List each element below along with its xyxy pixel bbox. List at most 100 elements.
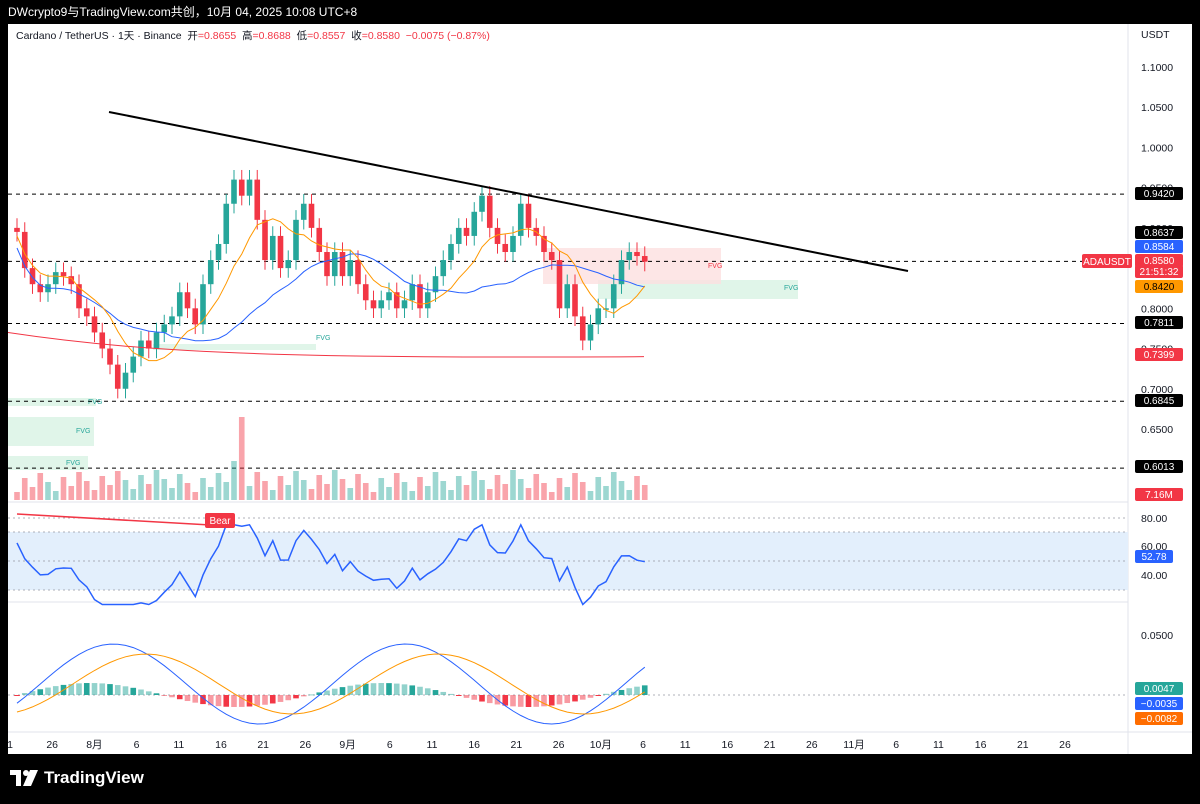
- price-tick: 1.0000: [1141, 142, 1173, 154]
- volume-bar: [331, 470, 338, 500]
- candle-body: [76, 284, 82, 309]
- candle-body: [355, 260, 361, 285]
- candle-body: [494, 227, 501, 244]
- fvg-label: FVG: [316, 335, 330, 342]
- volume-bar: [471, 471, 478, 500]
- candle-body: [68, 276, 75, 285]
- candle-body: [641, 256, 648, 262]
- rsi-divergence-line: [16, 513, 229, 527]
- time-axis-label: 1: [8, 739, 13, 751]
- candle-body: [525, 203, 532, 228]
- macd-value-text: −0.0035: [1141, 699, 1178, 710]
- price-tag: 21:51:32: [1135, 265, 1183, 278]
- macd-histogram-bar: [138, 689, 144, 695]
- volume-bar: [610, 472, 617, 500]
- candle-body: [269, 235, 276, 261]
- price-tag-bg: [1135, 254, 1183, 267]
- candle-body: [308, 203, 315, 228]
- candle-body: [370, 300, 377, 309]
- volume-bar: [316, 475, 323, 500]
- price-tag-bg: [1135, 348, 1183, 361]
- macd-histogram-bar: [200, 695, 206, 705]
- volume-bar: [579, 482, 586, 500]
- candle-body: [184, 292, 191, 309]
- high-value: =0.8688: [252, 30, 291, 42]
- macd-histogram-bar: [269, 695, 276, 704]
- macd-histogram-bar: [293, 695, 299, 699]
- candle-body: [455, 227, 462, 244]
- volume-bar: [417, 477, 423, 500]
- chart-attribution: DWcrypto9与TradingView.com共创，10月 04, 2025…: [8, 5, 358, 19]
- open-label: 开: [187, 30, 198, 42]
- volume-bar: [378, 478, 385, 500]
- candle-body: [502, 243, 509, 253]
- price-chart[interactable]: FVG FVG FVG FVG FVG FVG Bear USDT 1.1000 1.0500 1.…: [8, 24, 1192, 754]
- fvg-label: FVG: [708, 263, 722, 270]
- candle-body: [207, 260, 214, 285]
- volume-bar: [200, 478, 206, 500]
- macd-histogram-bar: [486, 695, 493, 704]
- candle-body: [130, 356, 137, 373]
- price-tag-bg: [1135, 280, 1183, 293]
- candle-body: [37, 284, 44, 293]
- candle-body: [223, 203, 230, 244]
- macd-histogram-bar: [300, 695, 307, 697]
- macd-histogram-bar: [386, 683, 392, 695]
- candle-body: [579, 316, 586, 341]
- volume-bar: [308, 489, 315, 500]
- low-label: 低: [296, 30, 308, 42]
- volume-bar: [572, 473, 578, 500]
- macd-histogram-bar: [339, 687, 346, 695]
- volume-bar: [215, 473, 222, 500]
- time-axis-label: 26: [553, 739, 565, 751]
- macd-histogram-bar: [525, 695, 532, 707]
- macd-value-bg: [1135, 682, 1183, 695]
- macd-histogram-bar: [587, 695, 594, 698]
- candle-body: [401, 300, 408, 309]
- macd-histogram-bar: [401, 684, 408, 695]
- candle-body: [14, 227, 20, 232]
- macd-histogram-bar: [626, 688, 633, 695]
- candle-body: [409, 284, 416, 301]
- volume-bar: [510, 470, 516, 500]
- volume-bar: [486, 489, 493, 500]
- macd-histogram-bar: [29, 691, 36, 695]
- volume-bar: [424, 486, 431, 500]
- volume-bar: [634, 476, 640, 500]
- macd-value-bg: [1135, 712, 1183, 725]
- rsi-tick: 40.00: [1141, 570, 1167, 582]
- macd-histogram-bar: [14, 695, 20, 696]
- chart-panel[interactable]: FVG FVG FVG FVG FVG FVG Bear USDT 1.1000 1.0500 1.…: [8, 24, 1192, 754]
- candle-body: [432, 276, 439, 293]
- tradingview-logo[interactable]: TradingView: [10, 768, 144, 788]
- price-tag: 0.6013: [1135, 460, 1183, 473]
- fvg-zone: [8, 456, 88, 470]
- volume-bar: [494, 475, 501, 500]
- candle-body: [339, 252, 346, 277]
- chart-header: DWcrypto9与TradingView.com共创，10月 04, 2025…: [0, 0, 1200, 24]
- close-label: 收: [351, 30, 362, 42]
- rsi-line: [16, 523, 645, 606]
- macd-value-text: −0.0082: [1141, 714, 1178, 725]
- volume-bar: [525, 488, 532, 500]
- macd-histogram-bar: [510, 695, 516, 707]
- volume-bar: [347, 488, 354, 500]
- volume-bar: [548, 492, 555, 500]
- price-tag-text: 0.8637: [1144, 228, 1175, 239]
- time-axis-label: 11: [680, 739, 691, 751]
- price-tag: 7.16M: [1135, 488, 1183, 501]
- price-tag-text: 0.6013: [1144, 462, 1175, 473]
- macd-value-bg: [1135, 697, 1183, 710]
- price-tag-text: 0.6845: [1144, 396, 1175, 407]
- volume-bar: [52, 491, 59, 500]
- macd-histogram-bar: [153, 693, 160, 695]
- time-axis-label: 6: [134, 739, 140, 751]
- volume-bar: [587, 491, 594, 500]
- price-tag: 0.8420: [1135, 280, 1183, 293]
- candle-body: [486, 195, 493, 228]
- volume-bar: [45, 482, 51, 500]
- macd-histogram-bar: [52, 686, 59, 695]
- price-tag-bg: [1135, 226, 1183, 239]
- time-axis-label: 26: [806, 739, 818, 751]
- volume-bar: [169, 488, 175, 500]
